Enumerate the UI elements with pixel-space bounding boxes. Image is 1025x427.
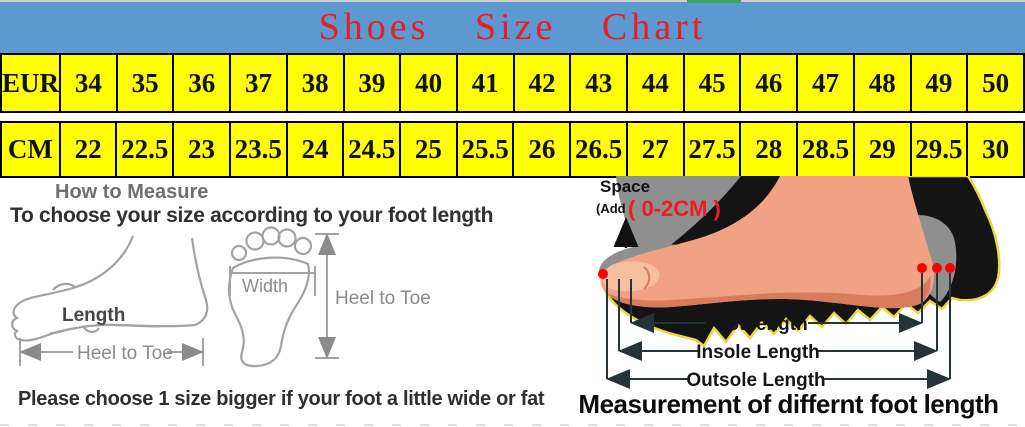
size-cell: 29.5: [909, 123, 967, 176]
size-cell: 47: [796, 55, 853, 111]
bottom-tick-marks: [0, 424, 1025, 426]
size-cell: 39: [342, 55, 400, 111]
size-cell: 27: [625, 123, 683, 176]
size-cell: 36: [172, 55, 229, 111]
size-cell: 29: [852, 123, 910, 176]
size-cell: 41: [455, 55, 513, 111]
heel-to-toe-dimension: [19, 338, 204, 366]
size-cell: 49: [909, 55, 967, 111]
measure-point-markers: [598, 263, 955, 279]
size-note-text: Please choose 1 size bigger if your foot…: [18, 388, 545, 410]
size-cell: 25: [399, 123, 456, 176]
size-cell: 43: [569, 55, 626, 111]
row-label-cell: EUR: [2, 67, 60, 98]
size-cell: 26: [512, 123, 569, 176]
toe-separation-line: [643, 266, 651, 290]
insole-length-label: Insole Length: [696, 342, 820, 363]
size-conversion-table: EUR 34 35 36 37 38 39 40 41 42 43 44 45 46 47 48 49 50 CM…: [0, 53, 1025, 178]
size-cell: 48: [852, 55, 910, 111]
size-cell: 40: [399, 55, 456, 111]
foot-measure-diagram: Length Heel to Toe Width Heel to Toe: [11, 226, 431, 368]
foot-shadow: [606, 276, 931, 309]
size-cell: 46: [739, 55, 796, 111]
space-label: Space: [600, 177, 650, 196]
width-dimension: [229, 266, 316, 296]
footprint-outline: [228, 226, 313, 368]
row-label-cell: CM: [7, 134, 53, 164]
size-cell: 35: [115, 55, 173, 111]
how-to-measure-heading: How to Measure: [55, 181, 209, 203]
size-cell: 38: [285, 55, 343, 111]
foot-length-measurement-illustration: Space (Add ( 0-2CM ) Foot length Inso: [596, 176, 1001, 390]
size-cell: 25.5: [455, 123, 513, 176]
size-cell: 23.5: [228, 123, 286, 176]
size-cell: 27.5: [682, 123, 740, 176]
size-table-row: EUR 34 35 36 37 38 39 40 41 42 43 44 45 46 47 48 49 50: [0, 53, 1025, 113]
size-cell: 34: [59, 55, 116, 111]
size-cell: 22.5: [115, 123, 172, 176]
size-cell: 24: [285, 123, 343, 176]
measurement-lines: [606, 273, 951, 389]
heel-to-toe-label: Heel to Toe: [77, 343, 173, 364]
size-instruction-text: To choose your size according to your fo…: [10, 204, 494, 227]
size-cell: 26.5: [569, 123, 626, 176]
width-label: Width: [242, 276, 288, 296]
foot-length-label: Foot length: [704, 314, 807, 335]
footprint-heel-to-toe-dimension: [315, 233, 339, 359]
foot-side-view-outline: [11, 235, 209, 342]
size-cell: 24.5: [342, 123, 399, 176]
outsole-length-label: Outsole Length: [686, 370, 825, 390]
foot-photo: [600, 176, 935, 309]
page-title: Shoes Size Chart: [318, 6, 707, 48]
length-label: Length: [62, 305, 125, 326]
size-cell: 44: [626, 55, 683, 111]
content-area: How to Measure To choose your size accor…: [0, 176, 1025, 427]
size-cell: 22: [58, 123, 116, 176]
size-cell: 37: [229, 55, 286, 111]
add-prefix-label: (Add: [596, 201, 626, 216]
size-cell: 42: [512, 55, 570, 111]
table-row-gap: [0, 113, 1025, 121]
size-cell: 23: [172, 123, 229, 176]
size-cell: 50: [966, 55, 1023, 111]
measurement-caption: Measurement of differnt foot length: [578, 389, 999, 419]
green-accent-strip: [687, 0, 741, 3]
add-value-label: ( 0-2CM ): [628, 196, 721, 221]
size-cell: 30: [966, 123, 1023, 176]
size-cell: 45: [682, 55, 740, 111]
header-banner: Shoes Size Chart: [0, 0, 1025, 53]
top-edge-strip: [0, 0, 1025, 2]
size-cell: 28.5: [796, 123, 853, 176]
size-table-row: CM 22 22.5 23 23.5 24 24.5 25 25.5 26 26.5 27 27.5 28…: [0, 121, 1025, 178]
footprint-heel-to-toe-label: Heel to Toe: [335, 288, 431, 309]
size-cell: 28: [739, 123, 796, 176]
